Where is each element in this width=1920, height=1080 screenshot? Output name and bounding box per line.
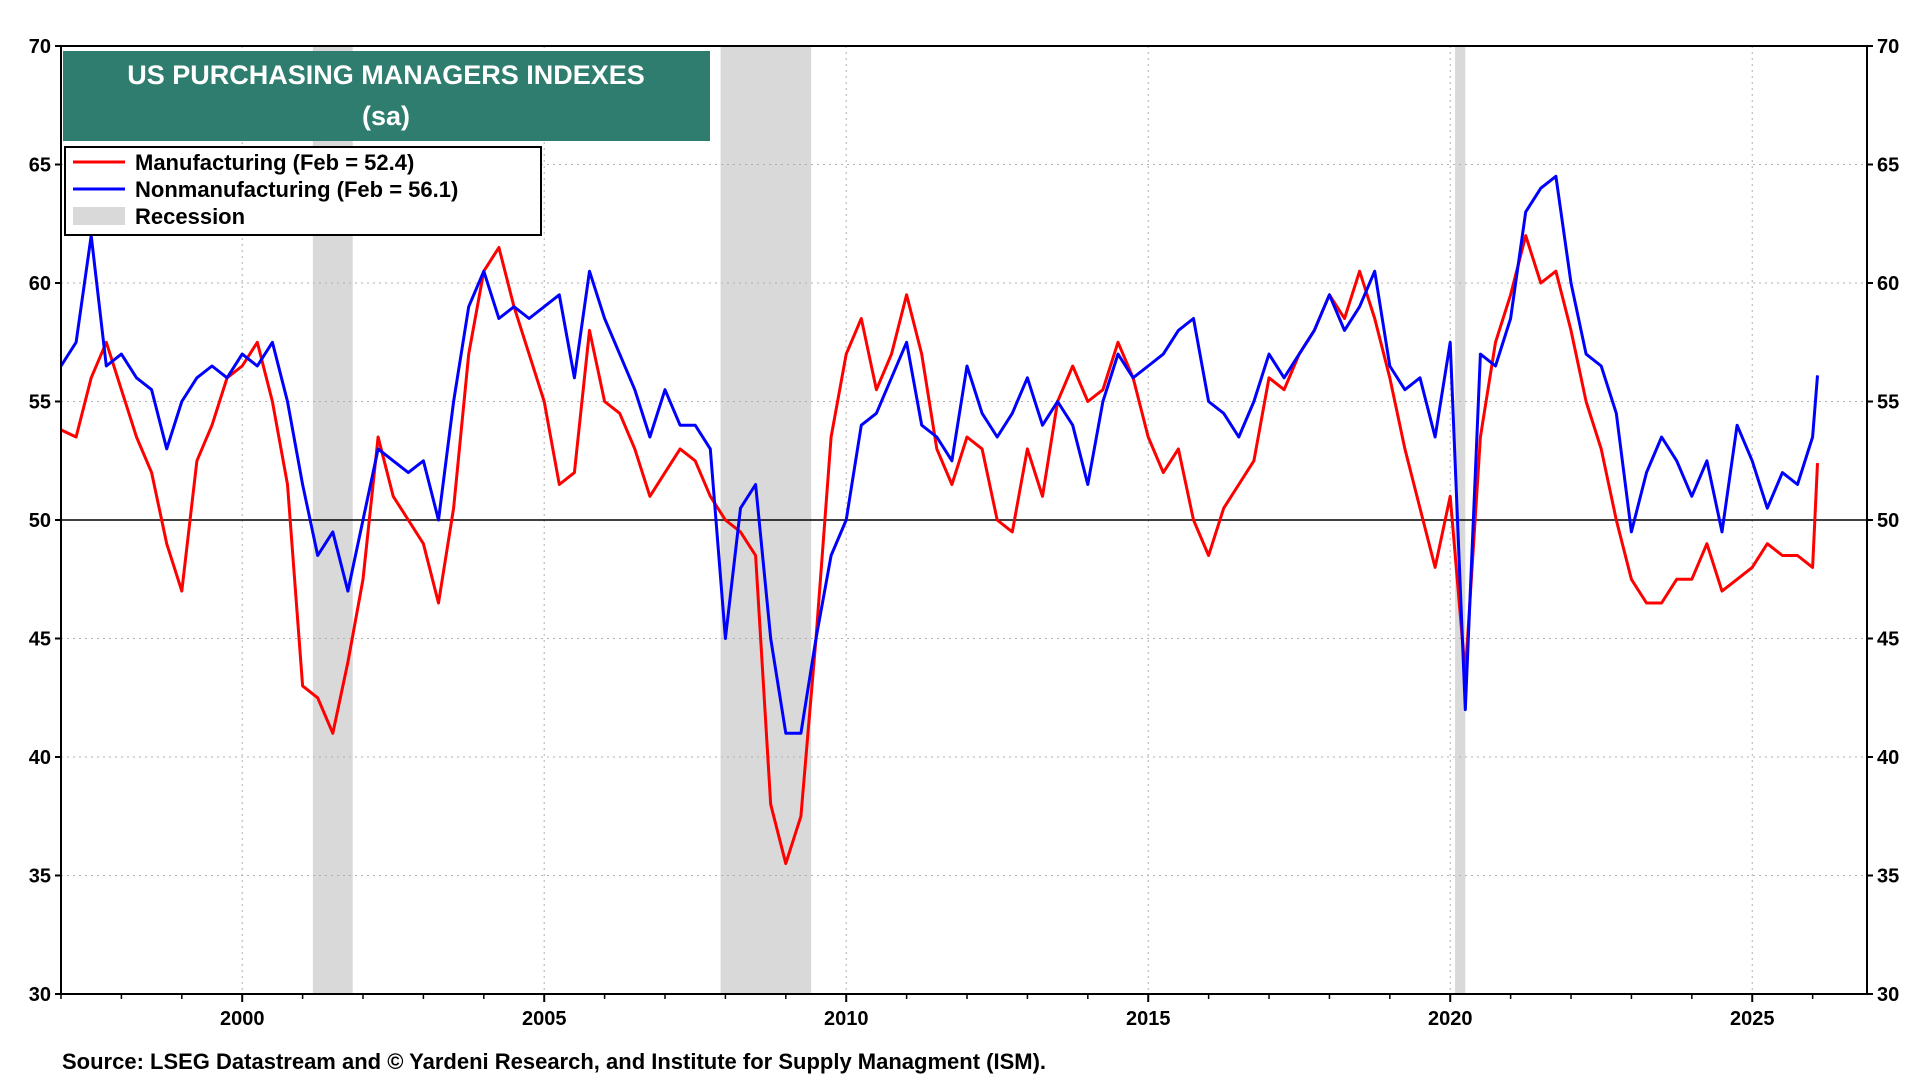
x-tick-label-2000: 2000	[220, 1008, 265, 1030]
legend-label-manufacturing: Manufacturing (Feb = 52.4)	[135, 150, 414, 175]
y-tick-label-left-55: 55	[29, 392, 51, 414]
x-tick-label-2010: 2010	[824, 1008, 869, 1030]
source-note: Source: LSEG Datastream and © Yardeni Re…	[62, 1049, 1046, 1074]
axis-ticks: 30 30 35 35 40 40 45 45 50 50 55 55 60 60 65 65 70 70 2000…	[29, 36, 1900, 1030]
y-tick-label-left-40: 40	[29, 747, 51, 769]
chart-title: US PURCHASING MANAGERS INDEXES	[127, 60, 645, 90]
x-tick-label-2005: 2005	[522, 1008, 567, 1030]
legend-label-nonmanufacturing: Nonmanufacturing (Feb = 56.1)	[135, 177, 458, 202]
y-tick-label-left-70: 70	[29, 36, 51, 58]
legend: Manufacturing (Feb = 52.4) Nonmanufactur…	[64, 146, 542, 236]
y-tick-label-right-65: 65	[1877, 155, 1899, 177]
series-lines	[59, 174, 1819, 866]
y-tick-label-left-30: 30	[29, 984, 51, 1006]
y-tick-label-right-40: 40	[1877, 747, 1899, 769]
y-tick-label-left-65: 65	[29, 155, 51, 177]
legend-label-recession: Recession	[135, 204, 245, 229]
y-tick-label-right-50: 50	[1877, 510, 1899, 532]
y-tick-label-right-60: 60	[1877, 273, 1899, 295]
y-tick-label-left-45: 45	[29, 629, 51, 651]
y-tick-label-right-55: 55	[1877, 392, 1899, 414]
series-manufacturing-line	[60, 234, 1819, 866]
series-nonmanufacturing-line	[59, 174, 1819, 735]
x-tick-label-2015: 2015	[1126, 1008, 1171, 1030]
x-tick-label-2020: 2020	[1428, 1008, 1473, 1030]
y-tick-label-left-60: 60	[29, 273, 51, 295]
y-tick-label-right-35: 35	[1877, 866, 1899, 888]
chart-subtitle: (sa)	[362, 101, 410, 131]
y-tick-label-left-35: 35	[29, 866, 51, 888]
y-tick-label-left-50: 50	[29, 510, 51, 532]
y-tick-label-right-30: 30	[1877, 984, 1899, 1006]
y-tick-label-right-45: 45	[1877, 629, 1899, 651]
y-tick-label-right-70: 70	[1877, 36, 1899, 58]
title-box: US PURCHASING MANAGERS INDEXES (sa)	[63, 51, 710, 141]
x-tick-label-2025: 2025	[1730, 1008, 1775, 1030]
legend-swatch-recession	[73, 207, 125, 225]
